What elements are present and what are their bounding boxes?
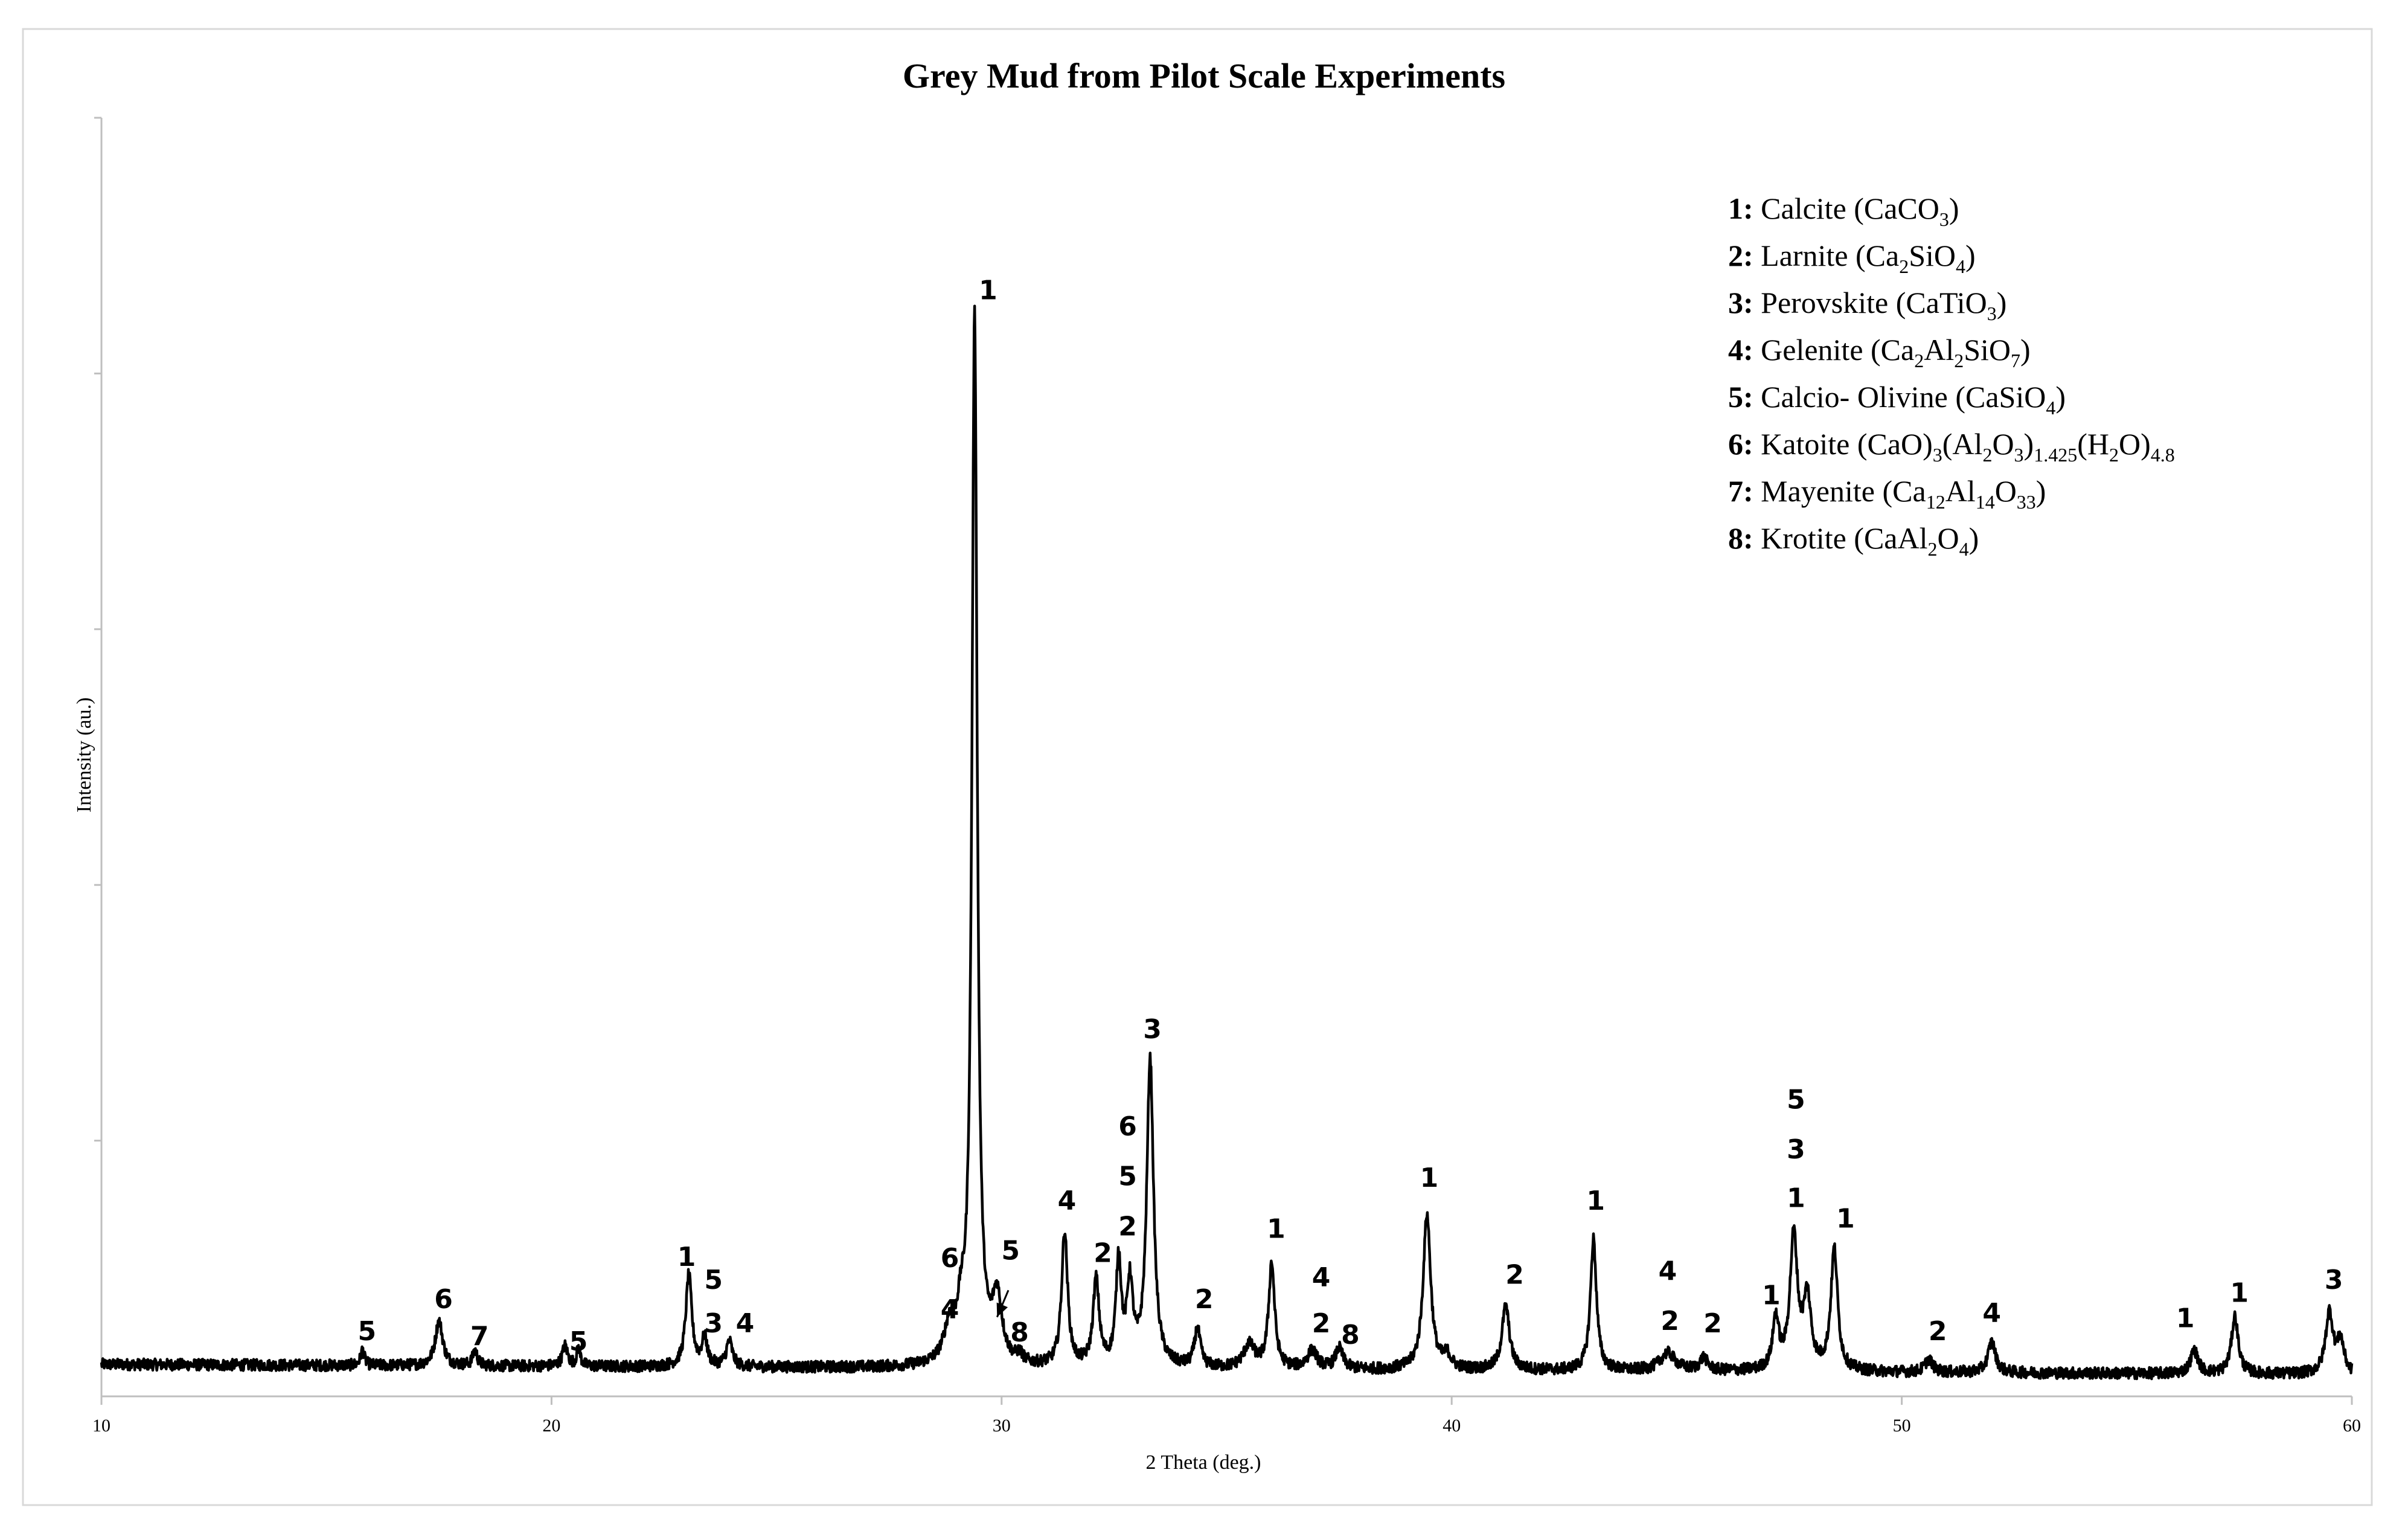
peak-label: 1 bbox=[979, 275, 997, 306]
x-tick-label: 20 bbox=[542, 1416, 560, 1436]
peak-label: 1 bbox=[1762, 1280, 1781, 1311]
peak-label: 4 bbox=[1659, 1256, 1677, 1286]
peak-label: 1 bbox=[677, 1242, 696, 1273]
peak-label: 6 bbox=[941, 1243, 959, 1274]
peak-label: 4 bbox=[736, 1308, 755, 1339]
peak-label: 3 bbox=[2325, 1265, 2343, 1295]
peak-label: 2 bbox=[1094, 1238, 1112, 1269]
legend-entry: 4: Gelenite (Ca2Al2SiO7) bbox=[1728, 333, 2031, 371]
legend-entry: 8: Krotite (CaAl2O4) bbox=[1728, 521, 1979, 560]
peak-label: 2 bbox=[1312, 1308, 1331, 1339]
legend: 1: Calcite (CaCO3) 2: Larnite (Ca2SiO4) 3:… bbox=[1728, 191, 2175, 560]
peak-label: 8 bbox=[1010, 1317, 1029, 1348]
y-axis-title: Intensity (au.) bbox=[73, 698, 95, 813]
x-tick-label: 30 bbox=[993, 1416, 1011, 1436]
peak-label: 1 bbox=[1836, 1204, 1855, 1234]
plot-line-group bbox=[100, 304, 2354, 1381]
peak-label: 4 bbox=[1312, 1262, 1331, 1293]
peak-label: 2 bbox=[1118, 1211, 1137, 1242]
legend-entry: 3: Perovskite (CaTiO3) bbox=[1728, 286, 2006, 324]
peak-label: 1 bbox=[2230, 1277, 2249, 1308]
axes: 10 20 30 40 50 60 bbox=[92, 117, 2361, 1436]
legend-entry: 7: Mayenite (Ca12Al14O33) bbox=[1728, 474, 2046, 513]
legend-entry: 1: Calcite (CaCO3) bbox=[1728, 191, 1959, 230]
peak-label: 4 bbox=[1058, 1186, 1077, 1216]
figure-frame bbox=[22, 28, 2373, 1506]
x-axis-title: 2 Theta (deg.) bbox=[1145, 1451, 1261, 1474]
peak-label: 1 bbox=[1586, 1186, 1605, 1216]
peak-label: 6 bbox=[434, 1284, 453, 1315]
peak-label: 1 bbox=[1420, 1163, 1439, 1193]
peak-label: 3 bbox=[1787, 1134, 1805, 1165]
peak-label: 2 bbox=[1195, 1284, 1214, 1315]
peak-label: 3 bbox=[1143, 1014, 1162, 1045]
peak-label: 3 bbox=[704, 1308, 723, 1339]
x-tick-label: 40 bbox=[1443, 1416, 1461, 1436]
peak-arrow-head bbox=[996, 1302, 1008, 1317]
peak-label: 5 bbox=[357, 1316, 376, 1347]
peak-label: 5 bbox=[1787, 1085, 1805, 1116]
chart-title: Grey Mud from Pilot Scale Experiments bbox=[903, 56, 1505, 95]
x-tick-label: 60 bbox=[2343, 1416, 2361, 1436]
peak-label: 6 bbox=[1118, 1111, 1137, 1142]
peak-label: 1 bbox=[1787, 1183, 1805, 1214]
peak-label: 4 bbox=[1982, 1298, 2001, 1329]
peak-label: 8 bbox=[1341, 1320, 1360, 1350]
legend-entry: 5: Calcio- Olivine (CaSiO4) bbox=[1728, 380, 2066, 419]
peak-label: 2 bbox=[1505, 1260, 1524, 1291]
legend-entry: 6: Katoite (CaO)3(Al2O3)1.425(H2O)4.8 bbox=[1728, 427, 2175, 466]
x-tick-label: 50 bbox=[1893, 1416, 1911, 1436]
peak-label: 7 bbox=[470, 1321, 489, 1352]
peak-label: 5 bbox=[1118, 1161, 1137, 1192]
peak-label: 2 bbox=[1703, 1308, 1722, 1339]
peak-label: 5 bbox=[704, 1265, 723, 1295]
peak-label: 5 bbox=[1001, 1235, 1020, 1266]
peak-label: 1 bbox=[2176, 1303, 2195, 1334]
x-tick-label: 10 bbox=[92, 1416, 110, 1436]
peak-label: 5 bbox=[569, 1326, 588, 1357]
xrd-series-line bbox=[100, 304, 2354, 1381]
peak-label: 4 bbox=[941, 1294, 959, 1325]
legend-entry: 2: Larnite (Ca2SiO4) bbox=[1728, 239, 1976, 277]
peak-label: 1 bbox=[1267, 1213, 1286, 1244]
peak-label: 2 bbox=[1929, 1316, 1947, 1347]
peak-label: 2 bbox=[1660, 1306, 1679, 1337]
